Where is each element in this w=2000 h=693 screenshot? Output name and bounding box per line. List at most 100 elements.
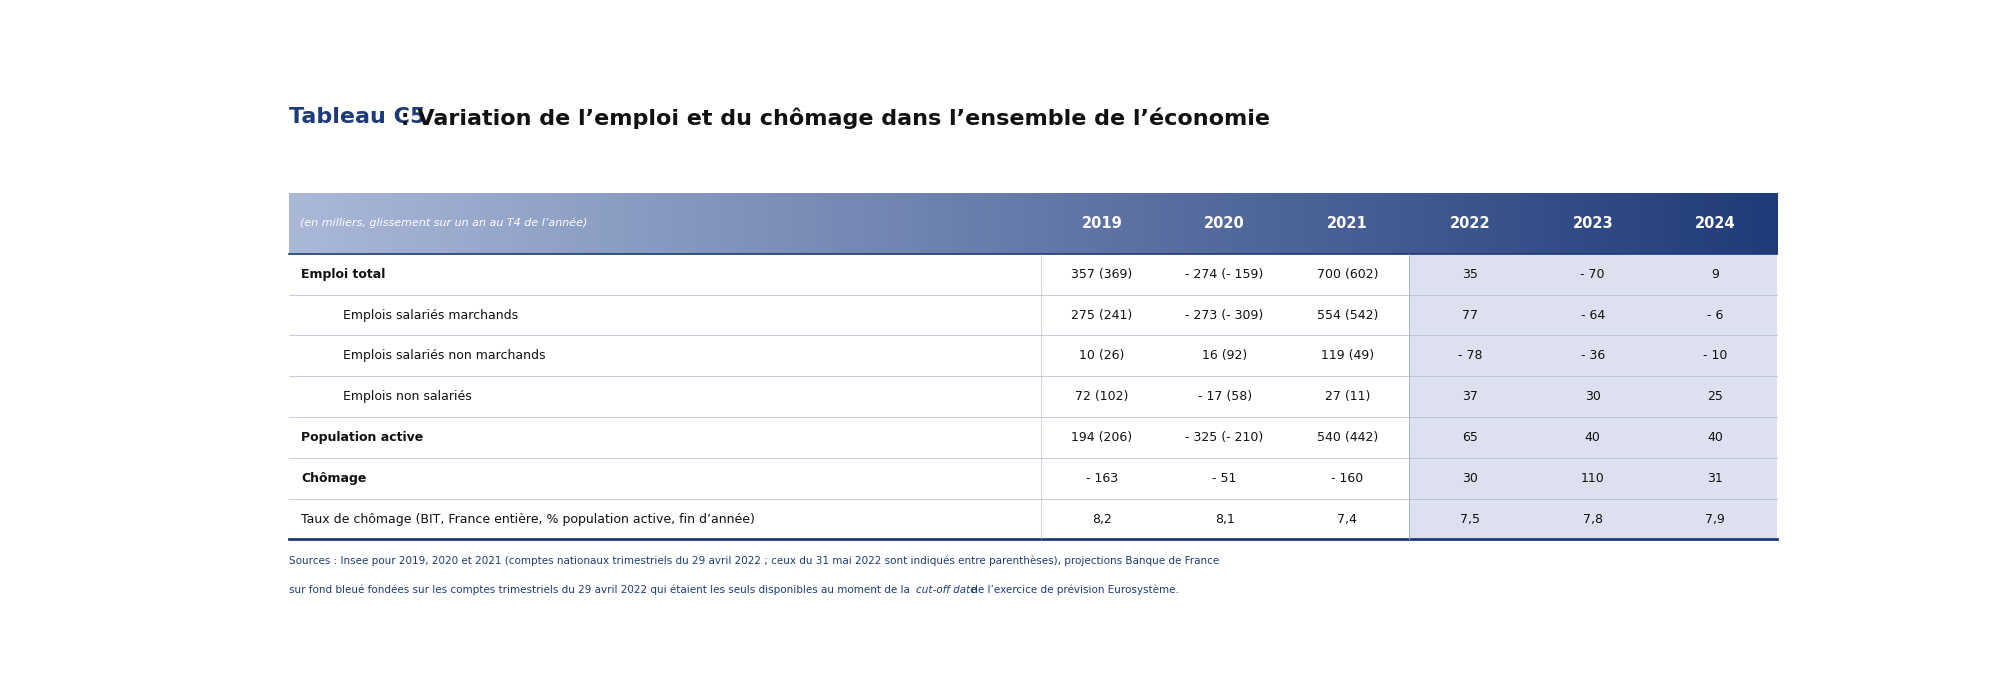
Text: 9: 9 bbox=[1712, 267, 1720, 281]
Bar bbox=[1112, 193, 1118, 254]
Bar bbox=[1410, 193, 1416, 254]
Bar bbox=[1062, 193, 1068, 254]
Bar bbox=[1092, 193, 1098, 254]
Bar bbox=[1078, 193, 1084, 254]
Bar bbox=[1584, 193, 1590, 254]
Bar bbox=[1052, 193, 1058, 254]
Bar bbox=[810, 193, 816, 254]
Bar bbox=[1286, 193, 1292, 254]
Text: Emplois salariés non marchands: Emplois salariés non marchands bbox=[336, 349, 546, 362]
Bar bbox=[1306, 193, 1312, 254]
Bar bbox=[1682, 193, 1688, 254]
Bar bbox=[720, 193, 726, 254]
Bar bbox=[646, 193, 652, 254]
Text: 25: 25 bbox=[1708, 390, 1724, 403]
Text: - 274 (- 159): - 274 (- 159) bbox=[1186, 267, 1264, 281]
Bar bbox=[512, 193, 518, 254]
Text: - 78: - 78 bbox=[1458, 349, 1482, 362]
Bar bbox=[1564, 193, 1570, 254]
Bar bbox=[1222, 193, 1226, 254]
Text: 7,5: 7,5 bbox=[1460, 513, 1480, 525]
Bar bbox=[630, 193, 636, 254]
Bar bbox=[1384, 193, 1390, 254]
Bar bbox=[1146, 193, 1152, 254]
Bar bbox=[1012, 193, 1018, 254]
Bar bbox=[1212, 193, 1218, 254]
Bar bbox=[1172, 193, 1178, 254]
Bar bbox=[438, 193, 444, 254]
Bar bbox=[1408, 295, 1532, 335]
Bar bbox=[1142, 193, 1148, 254]
Bar bbox=[988, 193, 994, 254]
Bar bbox=[1718, 193, 1722, 254]
Text: 65: 65 bbox=[1462, 431, 1478, 444]
Bar bbox=[1514, 193, 1520, 254]
Bar bbox=[726, 193, 730, 254]
Bar bbox=[1554, 193, 1560, 254]
Text: 119 (49): 119 (49) bbox=[1320, 349, 1374, 362]
Bar bbox=[288, 335, 1776, 376]
Bar bbox=[1408, 499, 1532, 539]
Bar bbox=[398, 193, 404, 254]
Text: 7,8: 7,8 bbox=[1582, 513, 1602, 525]
Bar bbox=[898, 193, 904, 254]
Text: 2024: 2024 bbox=[1696, 216, 1736, 231]
Bar bbox=[1126, 193, 1132, 254]
Bar bbox=[1108, 193, 1112, 254]
Bar bbox=[1464, 193, 1470, 254]
Bar bbox=[1186, 193, 1192, 254]
Bar bbox=[1310, 193, 1316, 254]
Bar bbox=[468, 193, 474, 254]
Bar bbox=[1698, 193, 1704, 254]
Bar bbox=[1236, 193, 1242, 254]
Bar bbox=[1654, 376, 1776, 417]
Bar bbox=[338, 193, 344, 254]
Bar bbox=[888, 193, 894, 254]
Text: Emploi total: Emploi total bbox=[302, 267, 386, 281]
Bar bbox=[298, 193, 304, 254]
Bar bbox=[860, 193, 864, 254]
Bar bbox=[1424, 193, 1430, 254]
Bar bbox=[1654, 335, 1776, 376]
Bar bbox=[994, 193, 998, 254]
Bar bbox=[1618, 193, 1624, 254]
Bar bbox=[666, 193, 672, 254]
Bar bbox=[382, 193, 388, 254]
Bar bbox=[1068, 193, 1074, 254]
Bar bbox=[1578, 193, 1584, 254]
Bar bbox=[1162, 193, 1168, 254]
Bar bbox=[716, 193, 722, 254]
Bar bbox=[348, 193, 354, 254]
Text: 110: 110 bbox=[1580, 472, 1604, 484]
Bar bbox=[566, 193, 572, 254]
Bar bbox=[640, 193, 646, 254]
Bar bbox=[388, 193, 394, 254]
Bar bbox=[1072, 193, 1078, 254]
Bar bbox=[1346, 193, 1350, 254]
Bar bbox=[1538, 193, 1544, 254]
Bar bbox=[958, 193, 964, 254]
Bar bbox=[1400, 193, 1406, 254]
Bar bbox=[358, 193, 364, 254]
Bar bbox=[288, 193, 294, 254]
Bar bbox=[636, 193, 642, 254]
Bar bbox=[1300, 193, 1306, 254]
Bar bbox=[1440, 193, 1446, 254]
Text: 357 (369): 357 (369) bbox=[1072, 267, 1132, 281]
Bar bbox=[850, 193, 854, 254]
Text: Taux de chômage (BIT, France entière, % population active, fin d’année): Taux de chômage (BIT, France entière, % … bbox=[302, 513, 756, 525]
Bar bbox=[374, 193, 378, 254]
Bar bbox=[676, 193, 682, 254]
Bar bbox=[502, 193, 508, 254]
Bar bbox=[1752, 193, 1758, 254]
Bar bbox=[1658, 193, 1664, 254]
Bar bbox=[1728, 193, 1732, 254]
Bar bbox=[1450, 193, 1456, 254]
Bar bbox=[1326, 193, 1332, 254]
Bar bbox=[552, 193, 558, 254]
Bar bbox=[814, 193, 820, 254]
Bar bbox=[612, 193, 616, 254]
Bar bbox=[1762, 193, 1768, 254]
Bar bbox=[506, 193, 512, 254]
Bar bbox=[288, 499, 1776, 539]
